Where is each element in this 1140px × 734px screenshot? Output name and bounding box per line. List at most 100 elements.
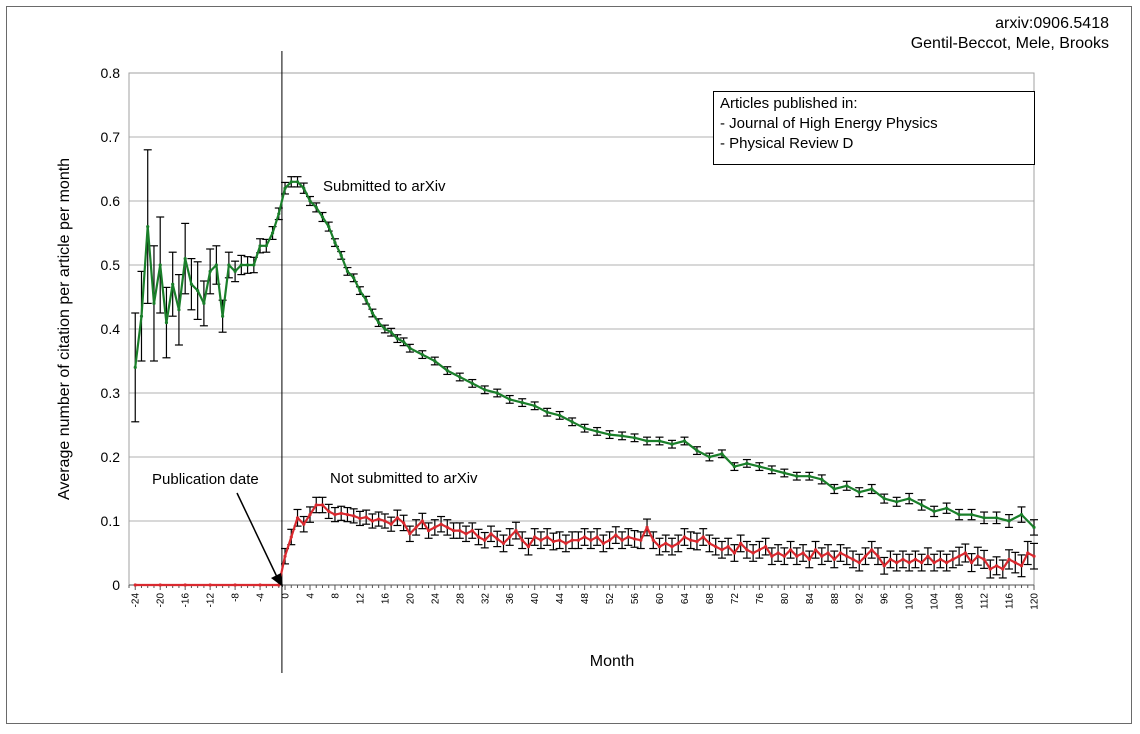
data-point bbox=[533, 404, 537, 408]
data-point bbox=[570, 420, 574, 424]
y-tick-label: 0.3 bbox=[101, 385, 121, 401]
data-point bbox=[133, 583, 137, 587]
data-point bbox=[813, 548, 818, 552]
x-tick-label: 80 bbox=[780, 593, 791, 605]
data-point bbox=[732, 465, 737, 469]
data-point bbox=[295, 180, 300, 184]
data-point bbox=[458, 375, 462, 379]
y-tick-label: 0.5 bbox=[101, 257, 121, 273]
data-point bbox=[508, 397, 512, 401]
data-point bbox=[1007, 557, 1011, 562]
data-point bbox=[277, 212, 281, 216]
data-point bbox=[258, 583, 262, 587]
data-point bbox=[514, 529, 518, 533]
data-point bbox=[377, 321, 381, 325]
data-point bbox=[895, 500, 899, 504]
data-point bbox=[994, 564, 999, 568]
data-point bbox=[520, 401, 524, 405]
data-point bbox=[732, 551, 737, 555]
series-submitted bbox=[131, 149, 1038, 536]
y-tick-label: 0.7 bbox=[101, 129, 121, 145]
data-point bbox=[826, 551, 830, 555]
data-point bbox=[245, 263, 250, 267]
series-not-submitted bbox=[133, 496, 1038, 587]
data-point bbox=[757, 465, 761, 469]
legend-item-jhep: - Journal of High Energy Physics bbox=[720, 115, 938, 132]
credit-authors: Gentil-Beccot, Mele, Brooks bbox=[910, 35, 1109, 52]
data-point bbox=[920, 503, 924, 507]
y-axis-label: Average number of citation per article p… bbox=[56, 158, 73, 500]
data-point bbox=[969, 561, 974, 565]
data-point bbox=[589, 538, 593, 542]
data-point bbox=[595, 429, 599, 433]
data-point bbox=[982, 516, 986, 520]
x-tick-label: 112 bbox=[980, 593, 991, 609]
data-point bbox=[158, 263, 162, 267]
publication-arrow bbox=[236, 492, 283, 587]
data-point bbox=[320, 503, 325, 507]
data-point bbox=[583, 426, 587, 430]
data-point bbox=[882, 564, 886, 568]
data-point bbox=[632, 436, 637, 440]
data-point bbox=[969, 513, 974, 517]
data-point bbox=[714, 545, 718, 549]
data-point bbox=[1019, 513, 1024, 517]
x-tick-label: -4 bbox=[256, 593, 267, 602]
data-point bbox=[339, 511, 343, 515]
data-point bbox=[164, 321, 169, 325]
data-point bbox=[751, 551, 755, 555]
data-point bbox=[433, 525, 437, 530]
data-point bbox=[607, 433, 612, 437]
data-point bbox=[570, 538, 574, 542]
data-point bbox=[913, 557, 918, 562]
data-point bbox=[695, 449, 699, 453]
data-point bbox=[564, 541, 568, 546]
data-point bbox=[782, 471, 786, 475]
x-tick-label: 76 bbox=[755, 593, 766, 605]
data-point bbox=[882, 497, 886, 501]
data-point bbox=[695, 539, 699, 544]
data-point bbox=[352, 514, 356, 518]
x-tick-label: 72 bbox=[730, 593, 741, 605]
data-point bbox=[1001, 567, 1005, 571]
data-point bbox=[670, 442, 674, 446]
data-point bbox=[932, 561, 936, 565]
data-point bbox=[383, 327, 387, 331]
data-point bbox=[476, 535, 481, 539]
data-point bbox=[377, 517, 381, 521]
credit-arxiv-id: arxiv:0906.5418 bbox=[995, 15, 1109, 32]
x-tick-label: 116 bbox=[1005, 593, 1016, 609]
data-point bbox=[632, 537, 637, 541]
data-point bbox=[508, 535, 512, 539]
data-point bbox=[146, 225, 150, 229]
data-point bbox=[832, 487, 836, 491]
y-tick-label: 0.1 bbox=[101, 513, 121, 529]
data-point bbox=[657, 439, 662, 443]
x-tick-label: 100 bbox=[905, 593, 916, 610]
data-point bbox=[152, 301, 156, 305]
data-point bbox=[782, 554, 786, 558]
x-tick-label: -24 bbox=[131, 593, 142, 608]
x-tick-label: 44 bbox=[555, 593, 566, 605]
data-point bbox=[614, 533, 618, 537]
data-point bbox=[639, 538, 643, 542]
data-point bbox=[364, 515, 368, 519]
data-point bbox=[820, 554, 824, 558]
data-point bbox=[645, 525, 649, 530]
data-point bbox=[289, 535, 293, 539]
data-point bbox=[707, 541, 712, 546]
x-axis-label: Month bbox=[590, 653, 634, 670]
data-point bbox=[283, 186, 287, 190]
data-point bbox=[202, 301, 206, 305]
data-point bbox=[907, 561, 911, 565]
legend-heading: Articles published in: bbox=[720, 95, 858, 112]
data-point bbox=[807, 474, 811, 478]
y-axis-ticks: 0 0.1 0.2 0.3 0.4 0.5 0.6 0.7 0.8 bbox=[101, 65, 121, 593]
data-point bbox=[533, 535, 537, 539]
data-point bbox=[626, 535, 630, 539]
data-point bbox=[620, 434, 624, 438]
x-tick-label: 88 bbox=[830, 593, 841, 605]
data-point bbox=[601, 541, 605, 546]
data-point bbox=[938, 557, 942, 562]
x-tick-label: 52 bbox=[605, 593, 616, 605]
